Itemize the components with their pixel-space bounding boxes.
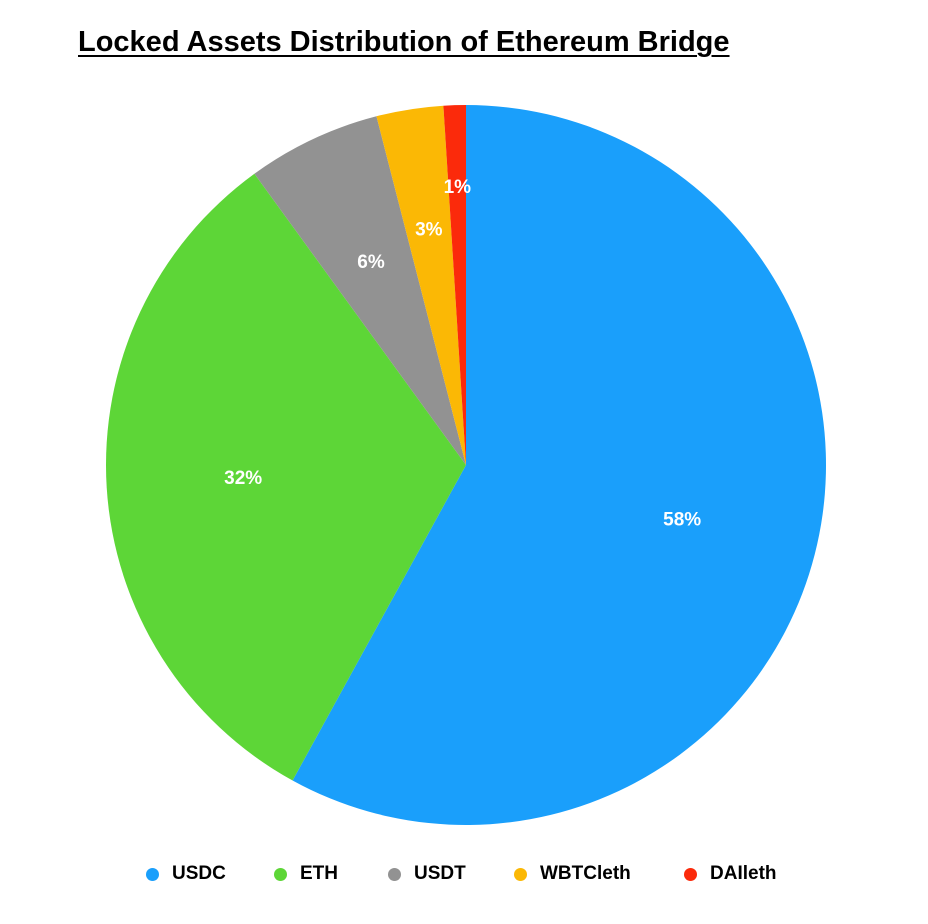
pie-slice-wbtcleth: [376, 105, 466, 466]
legend-label: USDT: [414, 863, 466, 884]
pie-label-usdc: 58%: [663, 510, 701, 531]
pie-slice-usdc: [292, 105, 827, 825]
pie-label-eth: 32%: [224, 468, 262, 489]
chart-title: Locked Assets Distribution of Ethereum B…: [78, 26, 730, 58]
pie-label-wbtcleth: 3%: [415, 219, 443, 240]
legend-swatch: [684, 867, 697, 881]
pie-label-usdt: 6%: [357, 252, 385, 273]
legend-item-usdc: USDC: [146, 860, 226, 888]
pie-slice-usdt: [254, 116, 466, 465]
legend-swatch: [274, 867, 287, 881]
legend-label: ETH: [300, 863, 338, 884]
legend-swatch: [514, 867, 527, 881]
legend-swatch: [146, 867, 159, 881]
chart-legend: USDC ETH USDT WBTCleth DAIleth: [0, 860, 928, 888]
legend-label: USDC: [172, 863, 226, 884]
legend-label: DAIleth: [710, 863, 777, 884]
legend-item-daileth: DAIleth: [684, 860, 777, 888]
legend-item-eth: ETH: [274, 860, 338, 888]
pie-slice-eth: [105, 173, 467, 781]
legend-item-wbtcleth: WBTCleth: [514, 860, 631, 888]
legend-item-usdt: USDT: [388, 860, 466, 888]
pie-slice-daileth: [443, 105, 466, 465]
legend-swatch: [388, 867, 401, 881]
pie-label-daileth: 1%: [444, 177, 472, 198]
legend-label: WBTCleth: [540, 863, 631, 884]
